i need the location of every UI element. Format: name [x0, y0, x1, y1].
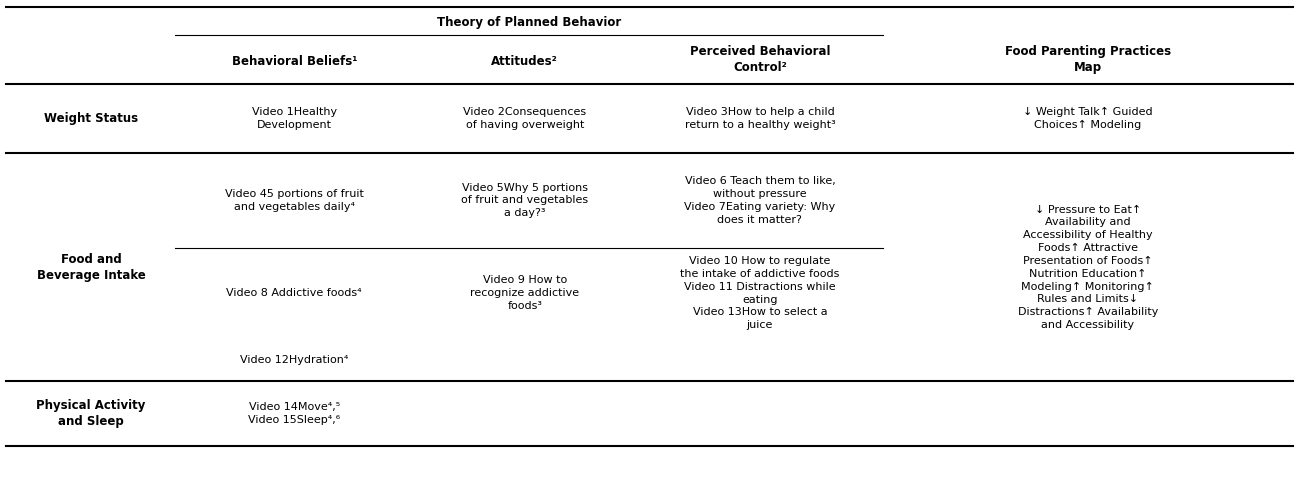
Text: Video 6 Teach them to like,
without pressure
Video 7Eating variety: Why
does it : Video 6 Teach them to like, without pres…: [685, 176, 835, 225]
Text: Food Parenting Practices
Map: Food Parenting Practices Map: [1005, 45, 1170, 74]
Text: Attitudes²: Attitudes²: [491, 55, 559, 68]
Text: Video 3How to help a child
return to a healthy weight³: Video 3How to help a child return to a h…: [685, 107, 835, 130]
Text: Theory of Planned Behavior: Theory of Planned Behavior: [438, 16, 621, 29]
Text: Video 5Why 5 portions
of fruit and vegetables
a day?³: Video 5Why 5 portions of fruit and veget…: [461, 183, 588, 218]
Text: Perceived Behavioral
Control²: Perceived Behavioral Control²: [690, 45, 830, 74]
Text: Video 45 portions of fruit
and vegetables daily⁴: Video 45 portions of fruit and vegetable…: [225, 189, 364, 212]
Text: Video 10 How to regulate
the intake of addictive foods
Video 11 Distractions whi: Video 10 How to regulate the intake of a…: [681, 256, 839, 330]
Text: Weight Status: Weight Status: [44, 112, 138, 125]
Text: ↓ Weight Talk↑ Guided
Choices↑ Modeling: ↓ Weight Talk↑ Guided Choices↑ Modeling: [1024, 107, 1152, 130]
Text: Video 1Healthy
Development: Video 1Healthy Development: [252, 107, 336, 130]
Text: Video 9 How to
recognize addictive
foods³: Video 9 How to recognize addictive foods…: [470, 276, 579, 311]
Text: Video 2Consequences
of having overweight: Video 2Consequences of having overweight: [464, 107, 586, 130]
Text: Physical Activity
and Sleep: Physical Activity and Sleep: [36, 398, 145, 428]
Text: ↓ Pressure to Eat↑
Availability and
Accessibility of Healthy
Foods↑ Attractive
P: ↓ Pressure to Eat↑ Availability and Acce…: [1017, 204, 1159, 330]
Text: Video 14Move⁴,⁵
Video 15Sleep⁴,⁶: Video 14Move⁴,⁵ Video 15Sleep⁴,⁶: [248, 402, 340, 425]
Text: Video 8 Addictive foods⁴: Video 8 Addictive foods⁴: [226, 288, 362, 298]
Text: Behavioral Beliefs¹: Behavioral Beliefs¹: [231, 55, 357, 68]
Text: Food and
Beverage Intake: Food and Beverage Intake: [36, 252, 145, 282]
Text: Video 12Hydration⁴: Video 12Hydration⁴: [240, 355, 348, 365]
